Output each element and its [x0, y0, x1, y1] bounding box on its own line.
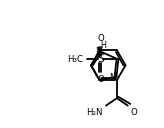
- Text: H: H: [100, 41, 106, 50]
- Text: H₃C: H₃C: [67, 55, 83, 64]
- Text: N: N: [109, 73, 115, 82]
- Text: O: O: [131, 108, 138, 117]
- Text: O: O: [97, 76, 104, 84]
- Text: S: S: [97, 55, 104, 65]
- Text: O: O: [97, 34, 104, 44]
- Text: H₂N: H₂N: [87, 108, 103, 117]
- Text: N: N: [95, 47, 101, 56]
